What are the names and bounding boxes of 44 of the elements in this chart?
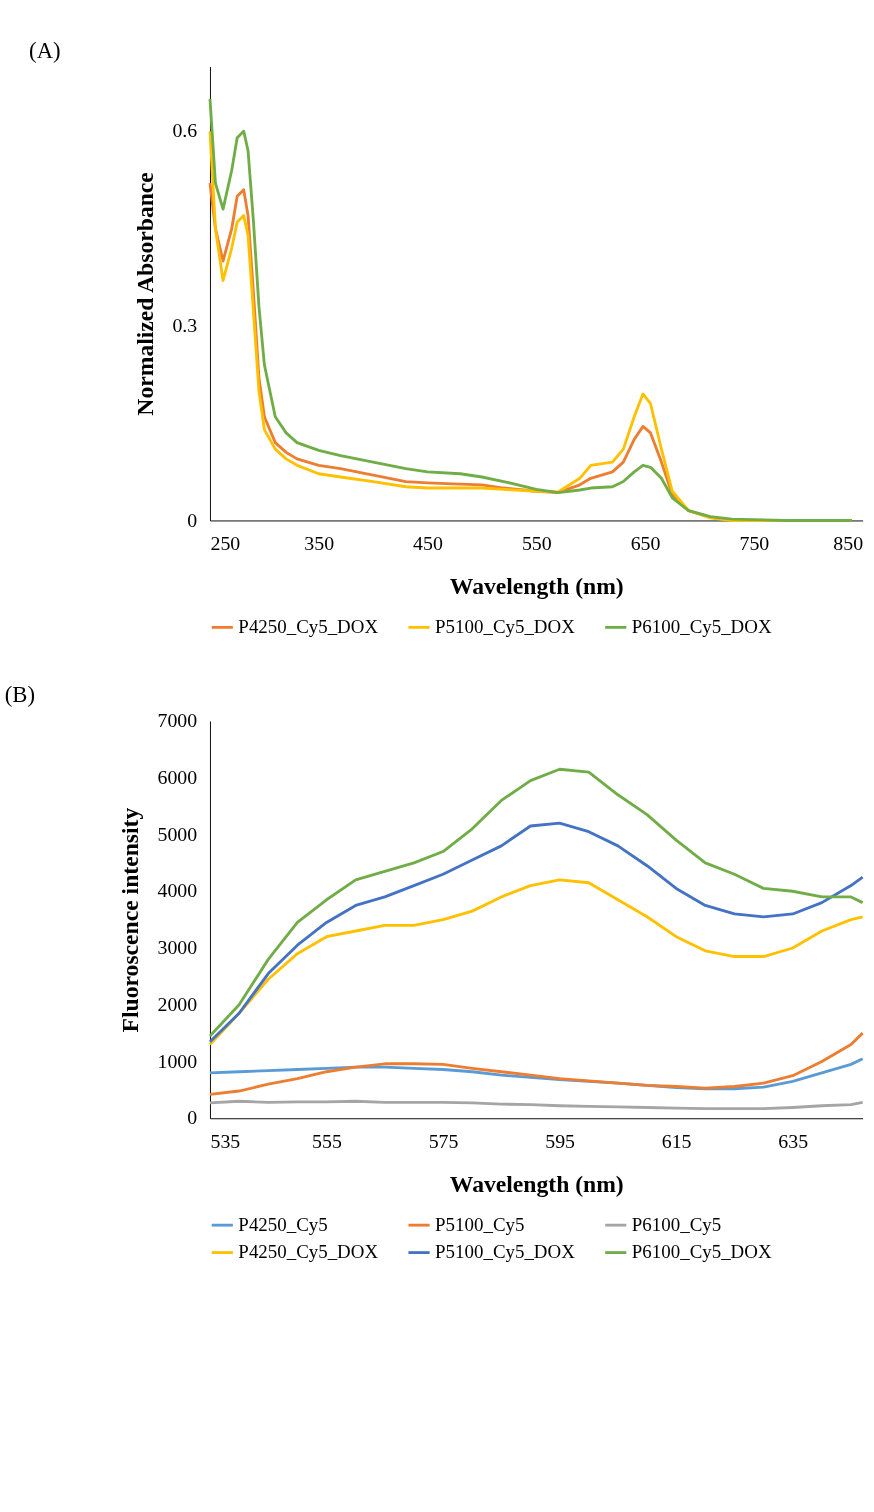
y-tick-label: 0 xyxy=(187,508,198,531)
legend-label: P5100_Cy5_DOX xyxy=(435,616,576,638)
line-series xyxy=(208,878,865,1046)
x-tick-label: 250 xyxy=(210,532,241,555)
x-tick-label: 615 xyxy=(661,1130,692,1153)
x-tick-label: 555 xyxy=(312,1130,342,1153)
x-tick-label: 450 xyxy=(413,532,443,555)
legend-label: P4250_Cy5_DOX xyxy=(238,1241,379,1263)
y-tick-label: 6000 xyxy=(157,765,198,788)
y-tick-label: 5000 xyxy=(157,822,198,845)
line-series xyxy=(208,767,865,1038)
y-tick-label: 4000 xyxy=(157,879,198,902)
y-tick-label: 1000 xyxy=(157,1049,198,1072)
legend-label: P5100_Cy5 xyxy=(435,1213,525,1235)
x-tick-label: 750 xyxy=(739,532,770,555)
line-series xyxy=(208,821,865,1044)
line-series xyxy=(208,1031,865,1096)
y-tick-label: 0 xyxy=(187,1106,198,1129)
x-tick-label: 650 xyxy=(630,532,661,555)
x-tick-label: 635 xyxy=(778,1130,809,1153)
x-axis-title: Wavelength (nm) xyxy=(449,572,624,599)
line-series xyxy=(208,1099,865,1111)
chart-title: (A) xyxy=(29,37,61,63)
x-tick-label: 550 xyxy=(521,532,552,555)
x-tick-label: 595 xyxy=(545,1130,576,1153)
legend-label: P6100_Cy5_DOX xyxy=(631,1241,772,1263)
legend-label: P5100_Cy5_DOX xyxy=(435,1241,576,1263)
legend-label: P6100_Cy5_DOX xyxy=(631,616,772,638)
text: (B) xyxy=(4,682,35,708)
x-axis-title: Wavelength (nm) xyxy=(449,1170,624,1197)
y-tick-label: 0.6 xyxy=(172,119,198,142)
y-axis-title: Normalized Absorbance xyxy=(131,172,158,416)
y-tick-label: 3000 xyxy=(157,936,198,959)
y-tick-label: 7000 xyxy=(157,709,198,732)
y-tick-label: 0.3 xyxy=(172,314,198,337)
x-tick-label: 850 xyxy=(833,532,864,555)
legend-label: P4250_Cy5_DOX xyxy=(238,616,379,638)
y-axis-title: Fluoroscence intensity xyxy=(116,807,143,1033)
legend-label: P6100_Cy5 xyxy=(631,1213,722,1235)
y-tick-label: 2000 xyxy=(157,992,198,1015)
legend-label: P4250_Cy5 xyxy=(238,1213,328,1235)
x-tick-label: 535 xyxy=(210,1130,241,1153)
x-tick-label: 350 xyxy=(304,532,335,555)
x-tick-label: 575 xyxy=(428,1130,459,1153)
